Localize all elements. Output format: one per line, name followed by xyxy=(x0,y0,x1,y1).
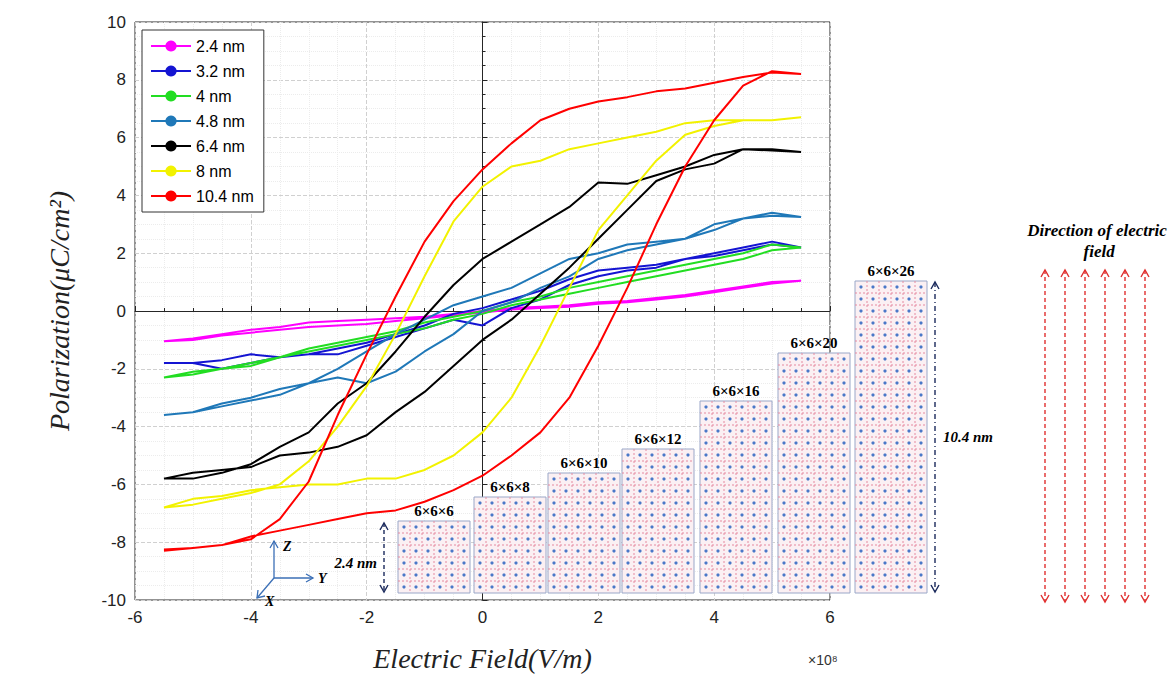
svg-text:3.2 nm: 3.2 nm xyxy=(196,63,245,80)
svg-text:×10⁸: ×10⁸ xyxy=(808,652,838,668)
svg-text:6×6×20: 6×6×20 xyxy=(790,335,837,351)
svg-text:4 nm: 4 nm xyxy=(196,88,232,105)
svg-text:2.4 nm: 2.4 nm xyxy=(196,38,245,55)
svg-text:Electric Field(V/m): Electric Field(V/m) xyxy=(372,643,591,674)
svg-text:4: 4 xyxy=(709,608,718,627)
svg-text:6: 6 xyxy=(117,128,126,147)
svg-text:-6: -6 xyxy=(111,475,126,494)
svg-text:-6: -6 xyxy=(127,608,142,627)
svg-text:Polarization(μC/cm²): Polarization(μC/cm²) xyxy=(44,191,75,432)
svg-text:2: 2 xyxy=(117,244,126,263)
svg-text:0: 0 xyxy=(117,302,126,321)
svg-text:field: field xyxy=(1079,242,1115,261)
svg-text:6: 6 xyxy=(825,608,834,627)
svg-text:8 nm: 8 nm xyxy=(196,163,232,180)
svg-text:10: 10 xyxy=(107,13,126,32)
svg-text:Y: Y xyxy=(318,571,328,586)
svg-text:-4: -4 xyxy=(111,417,126,436)
svg-text:10.4 nm: 10.4 nm xyxy=(943,429,993,445)
svg-text:X: X xyxy=(264,594,275,609)
svg-text:Z: Z xyxy=(282,539,292,554)
svg-text:-2: -2 xyxy=(359,608,374,627)
svg-text:6.4 nm: 6.4 nm xyxy=(196,138,245,155)
svg-text:4: 4 xyxy=(117,186,126,205)
svg-text:6×6×6: 6×6×6 xyxy=(414,503,454,519)
svg-text:-2: -2 xyxy=(111,359,126,378)
svg-text:-10: -10 xyxy=(101,591,126,610)
svg-text:2.4 nm: 2.4 nm xyxy=(333,555,377,571)
svg-text:4.8 nm: 4.8 nm xyxy=(196,113,245,130)
svg-text:6×6×8: 6×6×8 xyxy=(490,479,530,495)
svg-text:6×6×26: 6×6×26 xyxy=(867,263,915,279)
svg-text:-8: -8 xyxy=(111,533,126,552)
svg-text:-4: -4 xyxy=(243,608,258,627)
svg-text:8: 8 xyxy=(117,70,126,89)
svg-text:10.4 nm: 10.4 nm xyxy=(196,188,254,205)
svg-text:6×6×10: 6×6×10 xyxy=(560,455,607,471)
svg-text:0: 0 xyxy=(478,608,487,627)
svg-text:6×6×16: 6×6×16 xyxy=(712,383,760,399)
svg-text:Direction of electric: Direction of electric xyxy=(1026,221,1167,240)
svg-text:2: 2 xyxy=(594,608,603,627)
svg-text:6×6×12: 6×6×12 xyxy=(634,431,681,447)
